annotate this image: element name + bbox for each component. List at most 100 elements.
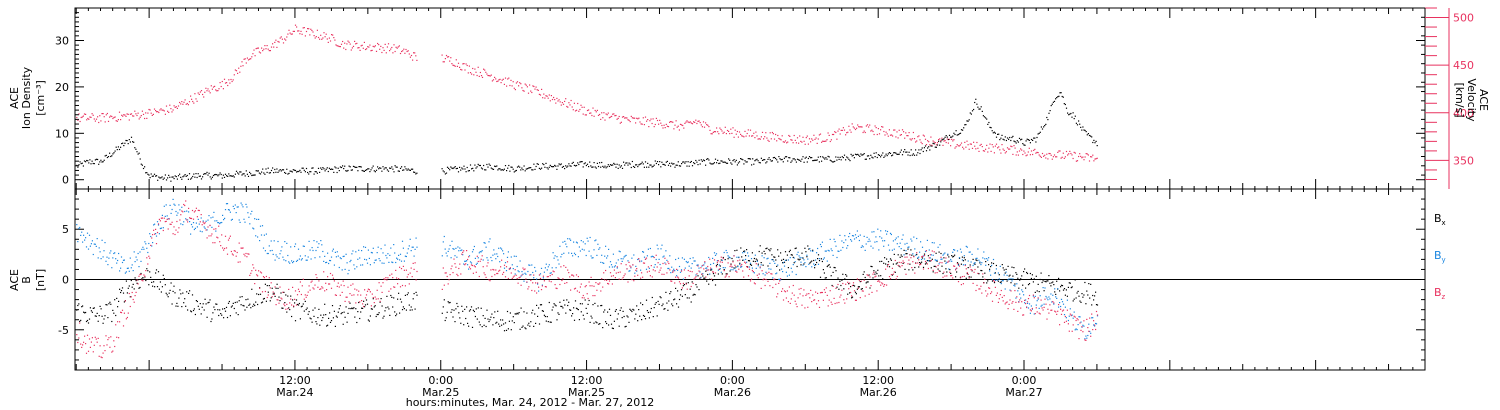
density-point [674, 166, 676, 168]
by-point [306, 259, 308, 261]
bx-point [614, 310, 616, 312]
bx-point [121, 287, 124, 289]
density-point [689, 161, 691, 163]
bz-point [542, 275, 544, 277]
density-point [886, 155, 888, 157]
bx-point [204, 298, 206, 300]
bx-point [395, 315, 397, 317]
bx-point [929, 260, 931, 262]
by-point [921, 246, 924, 248]
density-point [385, 167, 387, 169]
by-point [137, 252, 139, 255]
velocity-point [888, 129, 890, 131]
by-point [509, 268, 511, 270]
velocity-point [169, 104, 171, 106]
by-point [860, 246, 862, 248]
bx-point [795, 247, 797, 249]
bx-point [100, 308, 102, 310]
by-point [309, 249, 311, 251]
bx-point [1059, 290, 1061, 292]
bz-point [242, 247, 244, 249]
bx-point [95, 315, 97, 317]
by-point [394, 252, 396, 254]
bz-point [145, 270, 147, 272]
bz-point [131, 291, 133, 294]
velocity-point [215, 89, 217, 91]
bz-point [518, 277, 520, 279]
velocity-point [626, 117, 628, 119]
bx-point [282, 307, 284, 309]
velocity-point [86, 119, 88, 121]
by-point [965, 245, 967, 247]
bx-point [1096, 304, 1099, 306]
by-point [808, 263, 810, 265]
density-point [511, 166, 513, 168]
bz-point [498, 270, 500, 272]
density-point [929, 149, 931, 151]
by-point [741, 265, 743, 268]
by-point [847, 245, 849, 247]
bz-point [379, 300, 381, 302]
bz-point [958, 265, 961, 267]
bz-point [747, 275, 750, 277]
bz-point [77, 341, 79, 344]
bz-point [705, 276, 707, 278]
bx-point [794, 247, 796, 250]
bx-point [371, 308, 373, 310]
by-point [387, 253, 389, 255]
velocity-point [340, 43, 343, 45]
velocity-point [927, 140, 929, 142]
by-point [906, 242, 908, 244]
by-point [332, 248, 334, 250]
density-point [1034, 137, 1036, 139]
density-point [89, 159, 91, 161]
bz-point [986, 295, 988, 297]
density-point [449, 169, 451, 171]
by-point [467, 264, 469, 266]
bz-point [866, 274, 868, 276]
by-point [895, 237, 897, 239]
bx-point [182, 292, 184, 294]
bz-point [828, 299, 830, 301]
bx-point [171, 303, 173, 305]
velocity-point [275, 39, 277, 41]
bx-point [1077, 290, 1079, 292]
bx-point [604, 309, 606, 311]
by-point [285, 260, 287, 262]
by-point [1047, 299, 1049, 301]
velocity-point [152, 113, 154, 115]
velocity-point [334, 39, 336, 41]
velocity-point [243, 58, 245, 60]
density-point [992, 132, 994, 134]
bx-point [947, 254, 949, 256]
velocity-point [287, 33, 289, 35]
velocity-point [935, 144, 937, 146]
bx-point [478, 321, 480, 323]
by-point [856, 230, 858, 232]
density-point [570, 165, 572, 167]
by-point [99, 251, 101, 253]
by-point [706, 267, 708, 269]
velocity-point [853, 127, 855, 129]
velocity-point [656, 119, 659, 122]
bx-point [131, 286, 133, 288]
by-point [1064, 306, 1066, 308]
bz-point [491, 275, 493, 278]
bx-point [555, 305, 557, 307]
bz-point [416, 270, 418, 273]
velocity-point [971, 147, 974, 149]
velocity-point [301, 33, 303, 35]
bz-point [587, 297, 589, 300]
density-point [322, 167, 324, 169]
velocity-point [240, 65, 242, 67]
bz-point [785, 297, 787, 299]
bx-point [688, 297, 690, 299]
bx-point [314, 307, 316, 309]
density-point [933, 143, 935, 145]
velocity-point [717, 131, 719, 133]
bx-point [618, 325, 620, 327]
velocity-point [1064, 156, 1066, 158]
bz-point [861, 290, 863, 292]
by-point [444, 248, 446, 250]
velocity-point [190, 95, 192, 97]
